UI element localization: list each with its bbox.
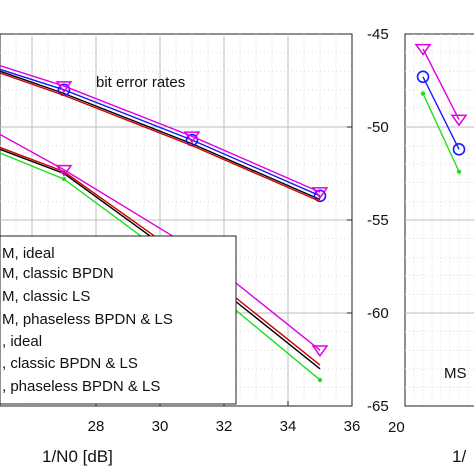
secondary-series-2-line: [422, 76, 460, 150]
main-series-7-point-4: [317, 377, 323, 383]
x-tick-label-30: 30: [152, 418, 169, 435]
y-tick-label--60: -60: [367, 305, 389, 322]
legend-entry-1: M, ideal: [2, 245, 55, 262]
main-series-4-point-3: [183, 131, 201, 144]
legend-entry-2: M, classic BPDN: [2, 265, 114, 282]
main-series-5-line: [0, 148, 321, 370]
secondary-series-2-point-1: [416, 70, 430, 84]
secondary-series-2-point-2: [452, 143, 466, 156]
main-series-6-line: [0, 146, 321, 366]
main-series-8-line: [0, 133, 321, 351]
legend-entry-4: M, phaseless BPDN & LS: [2, 311, 173, 328]
y-tick-label--50: -50: [367, 119, 389, 136]
y-tick-label--65: -65: [367, 398, 389, 415]
main-plot-x-label: 1/N0 [dB]: [42, 447, 113, 466]
secondary-plot-grid: [405, 34, 474, 406]
legend: M, ideal M, classic BPDN M, classic LS M…: [0, 235, 237, 405]
y-tick-label--55: -55: [367, 212, 389, 229]
secondary-plot-annotation: MS: [444, 365, 467, 382]
legend-entry-6: , classic BPDN & LS: [2, 355, 138, 372]
secondary-plot: MS 20 1/: [388, 33, 474, 466]
main-series-1-line: [0, 70, 321, 201]
main-plot-annotation: bit error rates: [96, 74, 185, 91]
main-series-3-line: [0, 72, 321, 203]
y-tick-label--45: -45: [367, 26, 389, 43]
main-series-2-line: [0, 68, 321, 197]
legend-entry-7: , phaseless BPDN & LS: [2, 378, 160, 395]
main-series-4-point-4: [311, 187, 329, 199]
secondary-series-3-point-1: [420, 91, 426, 96]
main-series-7-point-2: [61, 176, 67, 182]
main-plot-y-ticks: -45 -50 -55 -60 -65: [347, 26, 389, 415]
secondary-series-3-line: [422, 93, 460, 172]
x-tick-label-28: 28: [88, 418, 105, 435]
secondary-plot-series: [414, 43, 468, 174]
x-tick-label-34: 34: [280, 418, 297, 435]
x-tick-label-32: 32: [216, 418, 233, 435]
secondary-series-3-point-2: [456, 169, 462, 174]
x-tick-label-36: 36: [344, 418, 361, 435]
legend-entry-3: M, classic LS: [2, 288, 90, 305]
legend-box: [0, 235, 237, 405]
main-series-4-line: [0, 64, 321, 193]
secondary-series-1-point-2: [450, 114, 468, 127]
main-plot: 28 30 32 34 36 -45 -50 -55 -60 -65 bit error rat…: [0, 26, 389, 466]
secondary-series-1-point-1: [414, 43, 432, 56]
main-series-8-point-2: [55, 164, 73, 177]
main-plot-x-ticks: 28 30 32 34 36: [88, 401, 361, 435]
secondary-series-1-line: [422, 48, 460, 120]
legend-entry-5: , ideal: [2, 333, 42, 350]
main-series-4-point-2: [55, 81, 73, 93]
main-series-7-line: [0, 152, 321, 381]
main-series-8-point-4: [311, 345, 329, 358]
secondary-plot-x-label: 1/: [452, 447, 466, 466]
secondary-plot-x-tick-20: 20: [388, 419, 405, 436]
